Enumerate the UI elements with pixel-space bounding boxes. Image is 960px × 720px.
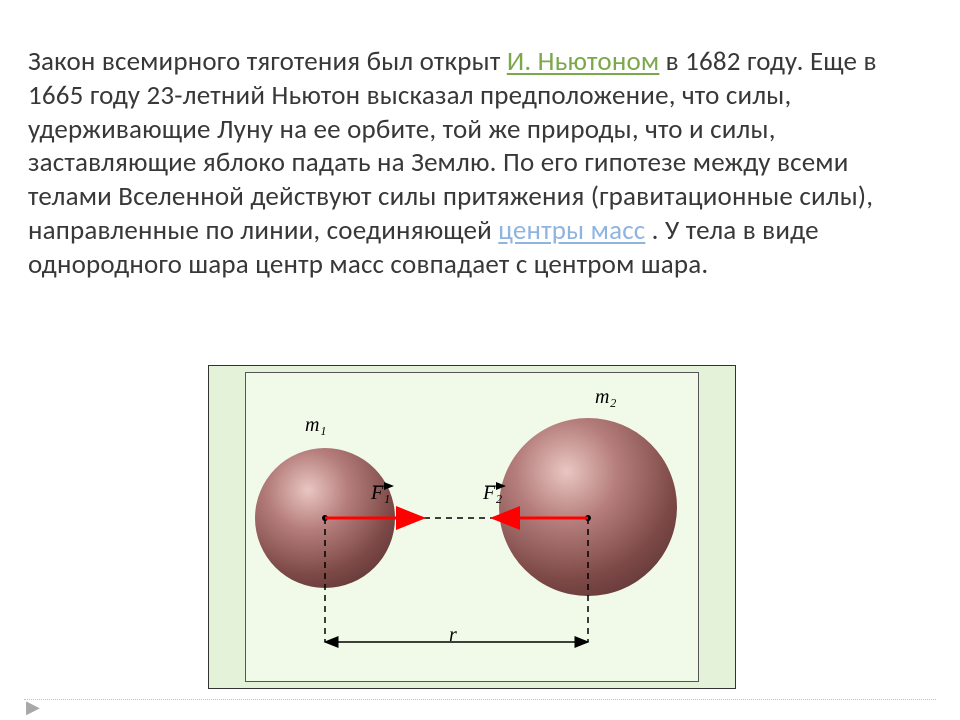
bullet-chevron-icon: ▶ bbox=[26, 696, 40, 718]
label-F2: F₂ bbox=[483, 482, 502, 505]
label-F1: F₁ bbox=[371, 482, 390, 505]
diagram-lines bbox=[209, 366, 737, 690]
newton-link[interactable]: И. Ньютоном bbox=[507, 45, 660, 78]
paragraph: Закон всемирного тяготения был открыт И.… bbox=[28, 45, 932, 281]
label-m2: m₂ bbox=[595, 386, 616, 409]
gravitation-diagram: m₁ m₂ F₁ F₂ r bbox=[208, 365, 736, 689]
footer-rule bbox=[24, 699, 936, 700]
text-before-name: Закон всемирного тяготения был открыт bbox=[28, 45, 507, 78]
label-r: r bbox=[449, 624, 457, 647]
centers-of-mass-link[interactable]: центры масс bbox=[498, 214, 645, 247]
label-m1: m₁ bbox=[305, 414, 326, 437]
